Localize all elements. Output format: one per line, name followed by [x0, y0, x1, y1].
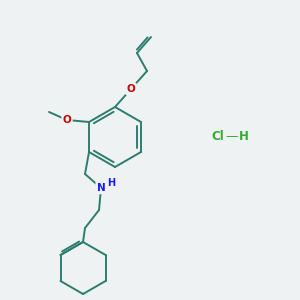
Text: Cl: Cl — [212, 130, 224, 143]
Text: O: O — [63, 115, 71, 125]
Text: O: O — [127, 84, 135, 94]
Text: H: H — [239, 130, 249, 143]
Text: N: N — [97, 183, 105, 193]
Text: H: H — [107, 178, 115, 188]
Text: —: — — [226, 130, 238, 143]
